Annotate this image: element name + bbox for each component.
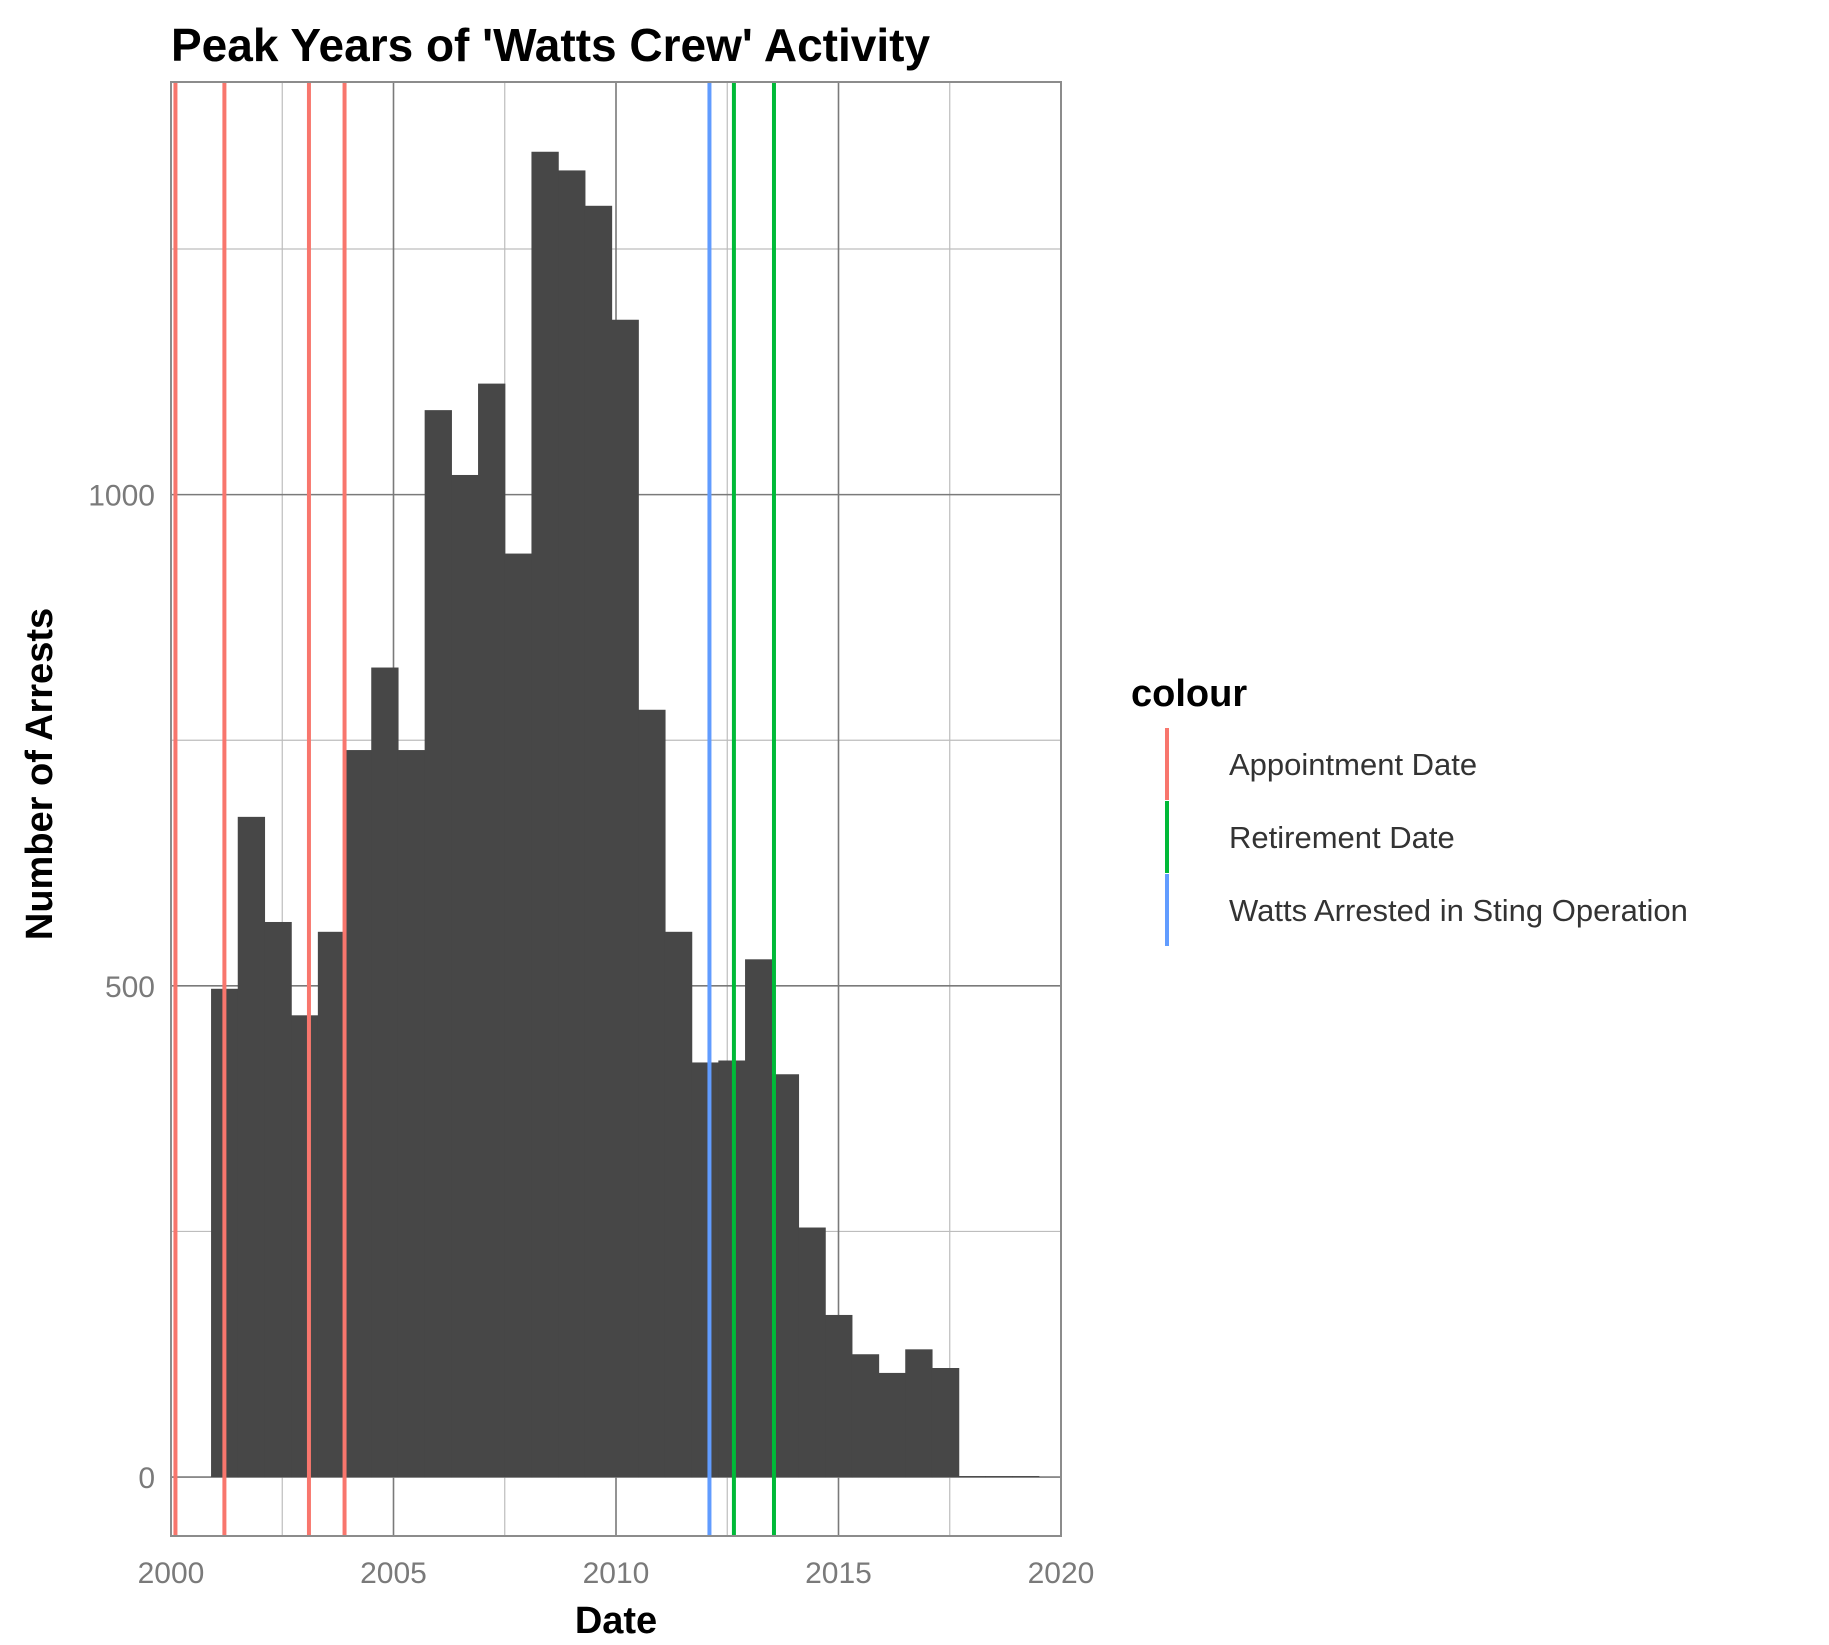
y-tick-label: 0 [138, 1462, 155, 1495]
histogram-bar [664, 931, 693, 1478]
legend-label: Retirement Date [1229, 820, 1455, 855]
legend: colour Appointment Date Retirement Date Wa… [1131, 673, 1688, 946]
histogram-bar [771, 1074, 800, 1478]
chart-title: Peak Years of 'Watts Crew' Activity [171, 19, 930, 71]
y-axis-title: Number of Arrests [19, 608, 61, 940]
histogram-bar [344, 750, 372, 1478]
histogram-bar [558, 170, 586, 1478]
histogram-bar [371, 667, 399, 1478]
histogram-bar [905, 1349, 933, 1478]
legend-label: Appointment Date [1229, 747, 1477, 782]
histogram-bar [317, 931, 346, 1478]
histogram-bar [825, 1314, 853, 1478]
histogram-bar [424, 410, 452, 1478]
histogram-bar [584, 205, 613, 1478]
histogram-bar [531, 151, 559, 1478]
histogram-bar [931, 1368, 960, 1478]
histogram-bar [237, 816, 266, 1478]
histogram-bar [691, 1062, 719, 1478]
x-tick-label: 2000 [138, 1557, 205, 1590]
histogram-bar [878, 1372, 906, 1478]
histogram-bar [958, 1476, 986, 1478]
x-axis-title: Date [575, 1600, 657, 1642]
histogram-bar [1012, 1476, 1040, 1478]
legend-title: colour [1131, 673, 1247, 715]
histogram-bars [211, 151, 1040, 1478]
histogram-bar [264, 921, 292, 1478]
histogram-bar [798, 1227, 826, 1478]
y-axis-ticks: 0 500 1000 [88, 480, 155, 1495]
histogram-bar [638, 709, 666, 1478]
histogram-bar [397, 750, 426, 1478]
histogram-bar [504, 553, 533, 1478]
x-tick-label: 2005 [360, 1557, 427, 1590]
x-tick-label: 2020 [1028, 1557, 1095, 1590]
x-tick-label: 2015 [805, 1557, 872, 1590]
x-tick-label: 2010 [583, 1557, 650, 1590]
panel-frame [170, 81, 1062, 1537]
panel-border [170, 81, 1062, 1537]
legend-label: Watts Arrested in Sting Operation [1229, 893, 1688, 928]
y-tick-label: 1000 [88, 480, 155, 513]
histogram-bar [745, 959, 773, 1478]
legend-items: Appointment Date Retirement Date Watts Arr… [1165, 728, 1688, 946]
x-axis-ticks: 2000 2005 2010 2015 2020 [138, 1557, 1095, 1590]
histogram-bar [451, 474, 479, 1478]
event-lines [173, 82, 776, 1536]
histogram-bar [851, 1354, 880, 1478]
histogram-bar [291, 1015, 319, 1478]
histogram-bar [611, 319, 639, 1478]
histogram-bar [478, 383, 506, 1478]
histogram-bar [985, 1476, 1013, 1478]
y-tick-label: 500 [105, 971, 155, 1004]
